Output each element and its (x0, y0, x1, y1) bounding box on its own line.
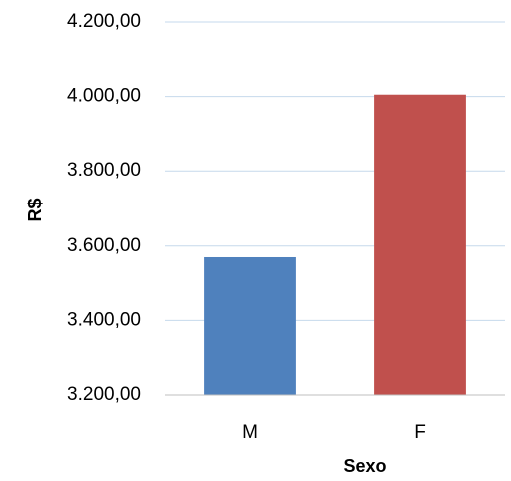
bar (204, 256, 296, 395)
y-tick-label: 4.200,00 (67, 11, 141, 32)
x-tick-label: F (414, 422, 426, 443)
y-tick-label: 3.400,00 (67, 309, 141, 330)
y-tick-label: 4.000,00 (67, 86, 141, 107)
x-tick-label: M (242, 422, 258, 443)
y-tick-label: 3.200,00 (67, 384, 141, 405)
bar (374, 94, 466, 396)
x-axis-title: Sexo (343, 456, 386, 476)
y-tick-label: 3.600,00 (67, 235, 141, 256)
y-axis-title: R$ (25, 198, 45, 221)
y-tick-label: 3.800,00 (67, 160, 141, 181)
